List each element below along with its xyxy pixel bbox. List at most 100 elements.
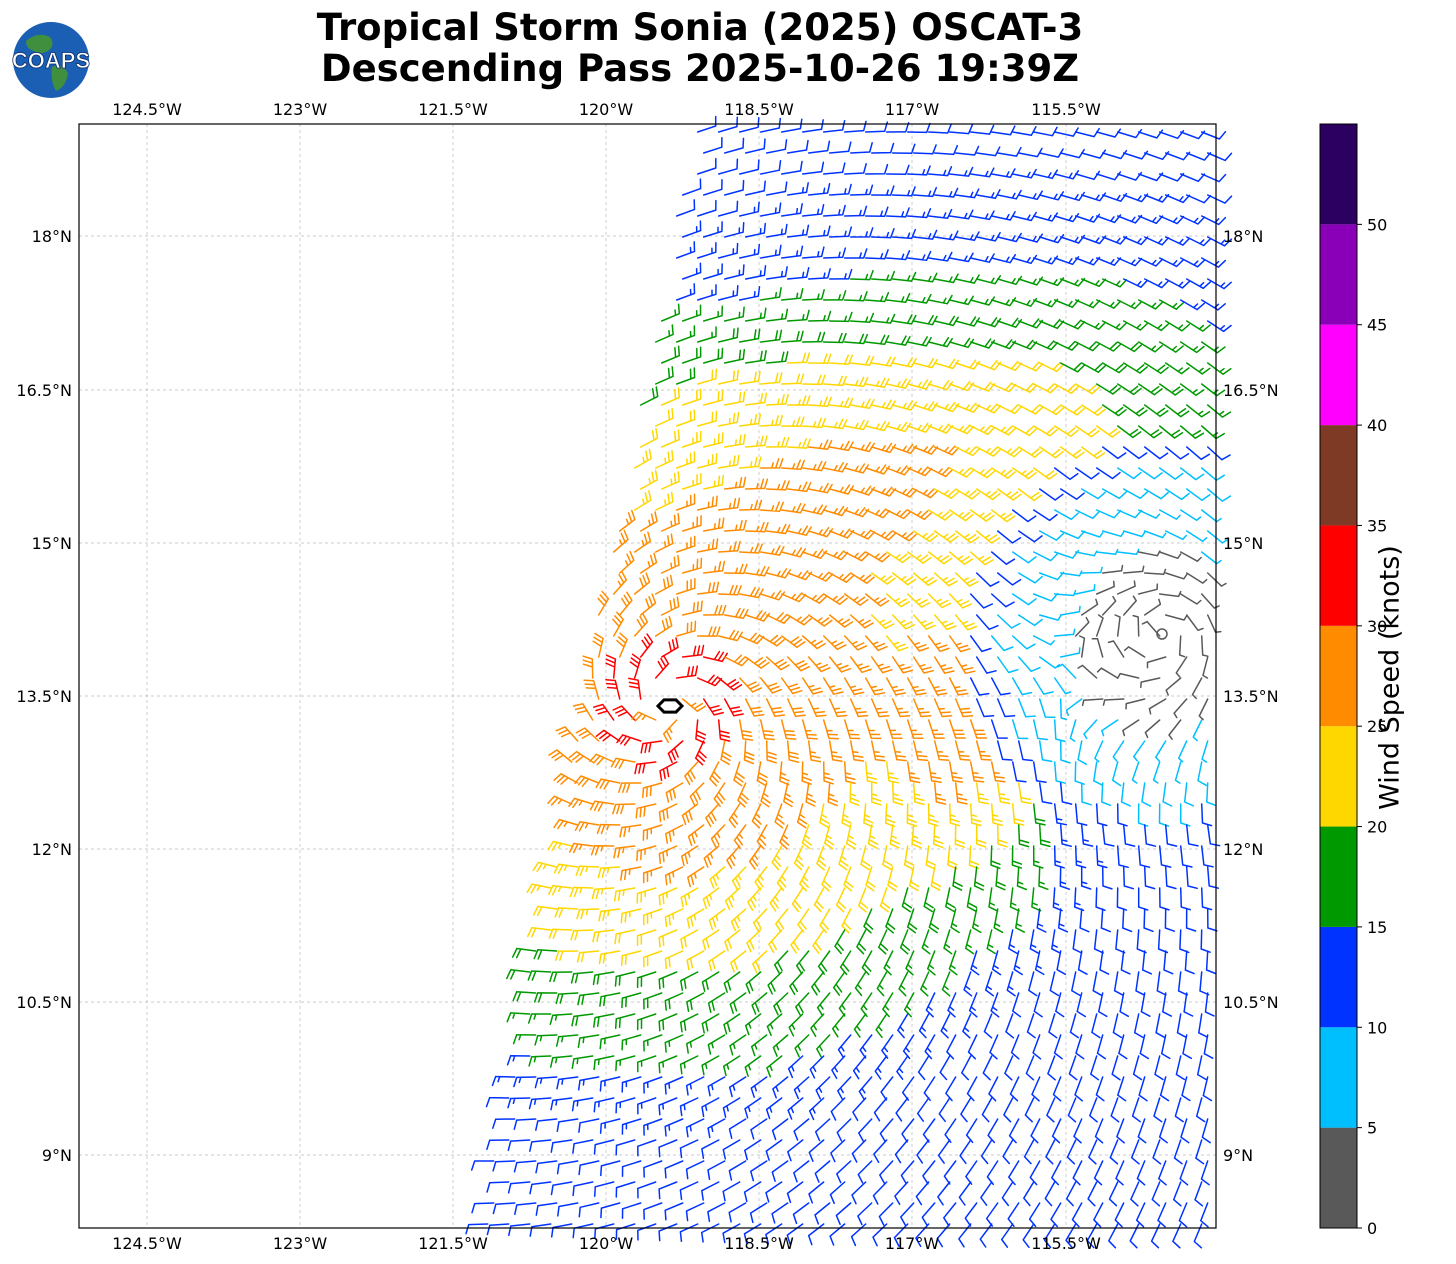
wind-barb	[969, 167, 995, 178]
wind-barb	[773, 950, 789, 974]
wind-barb	[756, 761, 768, 787]
wind-barb	[681, 644, 705, 658]
wind-barb	[1095, 128, 1122, 138]
wind-barb	[687, 824, 705, 847]
wind-barb	[1080, 782, 1092, 806]
wind-barb	[786, 740, 800, 763]
wind-barb	[908, 866, 920, 892]
wind-barb	[927, 166, 953, 177]
wind-barb	[780, 677, 803, 695]
wind-barb	[794, 1034, 810, 1058]
wind-barb	[927, 251, 953, 262]
wind-barb	[689, 782, 705, 806]
wind-barb	[864, 593, 890, 607]
wind-barb	[853, 1013, 867, 1038]
wind-barb	[1032, 635, 1055, 646]
lon-tick-label-bottom: 120°W	[579, 1234, 634, 1253]
wind-barb	[1053, 761, 1067, 784]
wind-barb	[634, 761, 657, 775]
wind-barb	[1077, 664, 1098, 679]
wind-barb	[1162, 992, 1172, 1017]
wind-barb	[1069, 1013, 1080, 1039]
wind-barb	[529, 1181, 552, 1195]
wind-barb	[843, 248, 868, 259]
wind-barb	[680, 887, 699, 908]
wind-barb	[1072, 929, 1083, 954]
wind-barb	[527, 927, 552, 938]
wind-barb	[1095, 467, 1121, 480]
wind-barb	[1057, 663, 1077, 679]
wind-barb	[724, 887, 741, 911]
wind-barb	[969, 719, 988, 739]
wind-barb	[927, 635, 950, 653]
wind-barb	[1200, 1202, 1209, 1228]
wind-barb	[1074, 1076, 1084, 1102]
wind-barb	[1185, 572, 1208, 584]
wind-barb	[640, 740, 663, 754]
wind-barb	[843, 593, 869, 606]
wind-barb	[1059, 824, 1073, 848]
wind-barb	[850, 1223, 867, 1247]
wind-barb	[765, 351, 789, 364]
wind-barb	[765, 1181, 783, 1203]
wind-barb	[723, 391, 746, 406]
center-markers	[655, 628, 1168, 714]
wind-barb	[948, 950, 958, 976]
lat-tick-label-right: 16.5°N	[1223, 381, 1279, 400]
wind-barb	[1116, 672, 1140, 679]
wind-barb	[891, 782, 904, 806]
wind-barb	[912, 401, 939, 412]
wind-barb	[1011, 467, 1037, 480]
wind-barb	[1032, 340, 1059, 351]
wind-barb	[578, 1118, 600, 1133]
wind-barb	[605, 678, 621, 700]
wind-barb	[1185, 236, 1212, 247]
wind-barb	[1116, 425, 1142, 439]
wind-barb	[1080, 598, 1099, 616]
wind-barb	[1185, 194, 1212, 204]
wind-barb	[675, 535, 696, 553]
wind-barb	[1156, 971, 1167, 996]
wind-barb	[1158, 509, 1181, 520]
wind-barb	[702, 389, 724, 406]
wind-barb	[1200, 635, 1209, 657]
wind-barb	[701, 1097, 720, 1118]
wind-barb	[883, 950, 894, 976]
wind-barb	[664, 1118, 684, 1137]
wind-barb	[1032, 255, 1059, 265]
wind-barb	[738, 456, 762, 469]
wind-barb	[927, 509, 953, 521]
wind-barb	[765, 740, 777, 764]
wind-barb	[954, 402, 981, 413]
wind-barb	[1007, 1202, 1020, 1228]
wind-barb	[679, 1181, 699, 1201]
wind-barb	[751, 803, 762, 829]
wind-barb	[870, 572, 896, 585]
wind-barb	[707, 1202, 726, 1222]
wind-barb	[906, 165, 931, 176]
colorbar-bin	[1320, 625, 1357, 727]
wind-barb	[1059, 319, 1086, 330]
wind-barb	[996, 275, 1023, 286]
wind-barb	[765, 181, 788, 196]
wind-barb	[1038, 614, 1062, 621]
wind-barb	[912, 530, 938, 543]
wind-barb	[906, 379, 933, 390]
wind-barb	[471, 1202, 495, 1214]
wind-barb	[744, 565, 770, 577]
wind-barb	[1185, 488, 1211, 502]
wind-barb	[849, 269, 874, 281]
wind-barb	[1158, 551, 1182, 560]
wind-barb	[986, 929, 997, 955]
wind-barb	[1122, 908, 1133, 933]
wind-barb	[717, 584, 742, 596]
wind-barb	[1179, 215, 1206, 225]
wind-barb	[1116, 128, 1143, 139]
wind-barb	[1137, 383, 1163, 396]
wind-barb	[675, 199, 696, 217]
wind-barb	[1178, 1202, 1188, 1228]
wind-barb	[969, 635, 992, 653]
wind-barb	[864, 249, 889, 260]
wind-barb	[1110, 1097, 1120, 1123]
lat-tick-label-right: 18°N	[1223, 227, 1263, 246]
